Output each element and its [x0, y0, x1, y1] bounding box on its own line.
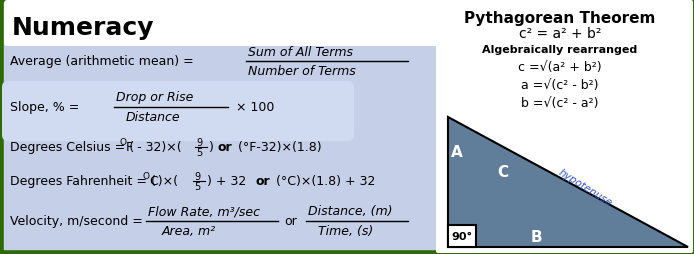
- Text: Flow Rate, m³/sec: Flow Rate, m³/sec: [148, 205, 260, 218]
- Text: 90°: 90°: [451, 231, 473, 241]
- FancyBboxPatch shape: [4, 1, 187, 47]
- Text: × 100: × 100: [236, 101, 274, 114]
- Text: A: A: [451, 145, 463, 160]
- Text: Pythagorean Theorem: Pythagorean Theorem: [464, 10, 656, 25]
- Text: Degrees Celsius = (: Degrees Celsius = (: [10, 141, 134, 154]
- Text: ) + 32: ) + 32: [207, 175, 251, 188]
- Text: 9: 9: [196, 137, 202, 147]
- Text: O: O: [120, 138, 127, 147]
- Text: 9: 9: [194, 171, 200, 181]
- Text: Time, (s): Time, (s): [318, 225, 373, 237]
- Text: 5: 5: [194, 181, 201, 191]
- Text: Velocity, m/second =: Velocity, m/second =: [10, 215, 143, 228]
- Text: Degrees Fahrenheit = (: Degrees Fahrenheit = (: [10, 175, 156, 188]
- Text: Drop or Rise: Drop or Rise: [116, 91, 194, 104]
- Text: Area, m²: Area, m²: [162, 225, 216, 237]
- Text: Slope, % =: Slope, % =: [10, 101, 79, 114]
- Text: (°C)×(1.8) + 32: (°C)×(1.8) + 32: [272, 175, 375, 188]
- Text: O: O: [143, 172, 150, 181]
- Text: B: B: [530, 230, 542, 245]
- Polygon shape: [448, 118, 688, 247]
- FancyBboxPatch shape: [436, 1, 693, 253]
- Text: 5: 5: [196, 147, 202, 157]
- Bar: [448, 225, 476, 247]
- Text: hypotenuse: hypotenuse: [557, 167, 613, 208]
- Text: Average (arithmetic mean) =: Average (arithmetic mean) =: [10, 55, 194, 68]
- Text: Distance: Distance: [126, 111, 180, 124]
- Text: Distance, (m): Distance, (m): [308, 205, 393, 218]
- Text: b =√(c² - a²): b =√(c² - a²): [521, 97, 599, 110]
- Text: c =√(a² + b²): c =√(a² + b²): [518, 61, 602, 74]
- Text: (°F-32)×(1.8): (°F-32)×(1.8): [234, 141, 321, 154]
- Text: ): ): [209, 141, 218, 154]
- Text: Algebraically rearranged: Algebraically rearranged: [482, 45, 638, 55]
- FancyBboxPatch shape: [4, 1, 442, 47]
- Text: or: or: [218, 141, 232, 154]
- Text: C: C: [498, 165, 509, 180]
- Text: or: or: [284, 215, 297, 228]
- Text: or: or: [256, 175, 271, 188]
- Text: c² = a² + b²: c² = a² + b²: [519, 27, 601, 41]
- Text: Numeracy: Numeracy: [12, 16, 155, 40]
- Text: a =√(c² - b²): a =√(c² - b²): [521, 79, 599, 92]
- Text: Number of Terms: Number of Terms: [248, 65, 356, 78]
- Text: F - 32)×(: F - 32)×(: [126, 141, 182, 154]
- FancyBboxPatch shape: [2, 82, 354, 141]
- Text: Sum of All Terms: Sum of All Terms: [248, 45, 353, 58]
- Text: C)×(: C)×(: [149, 175, 178, 188]
